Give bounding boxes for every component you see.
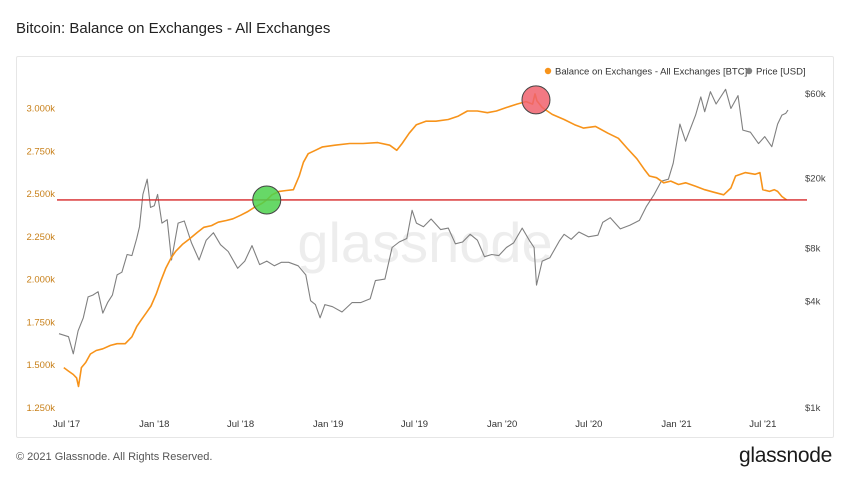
- marker-circle-green: [252, 185, 282, 215]
- glassnode-logo[interactable]: glassnode: [738, 444, 832, 467]
- y-left-tick-label: 1.250k: [26, 403, 55, 414]
- y-left-tick-label: 2.750k: [26, 146, 55, 157]
- y-left-tick-label: 2.250k: [26, 232, 55, 243]
- y-left-tick-label: 2.000k: [26, 275, 55, 286]
- y-left-tick-label: 1.750k: [26, 317, 55, 328]
- y-right-tick-label: $4k: [805, 297, 821, 308]
- x-tick-label: Jul '18: [227, 419, 254, 430]
- chart: glassnode Balance on Exchanges - All Exc…: [26, 67, 825, 431]
- x-tick-label: Jan '18: [139, 419, 169, 430]
- y-right-tick-label: $1k: [805, 403, 821, 414]
- x-tick-label: Jan '21: [661, 419, 691, 430]
- legend-balance-swatch: [544, 67, 552, 75]
- series-layer: [58, 88, 789, 388]
- x-tick-label: Jul '17: [53, 419, 80, 430]
- x-tick-label: Jan '20: [487, 419, 517, 430]
- legend-price-label[interactable]: Price [USD]: [756, 67, 806, 78]
- watermark-layer: glassnode: [297, 211, 552, 274]
- overlay-layer: [57, 85, 807, 215]
- y-right-tick-label: $20k: [805, 173, 826, 184]
- legend: Balance on Exchanges - All Exchanges [BT…: [544, 67, 806, 78]
- price-series-line: [58, 88, 789, 355]
- x-tick-label: Jul '20: [575, 419, 602, 430]
- y-left-tick-label: 2.500k: [26, 189, 55, 200]
- y-left-tick-label: 1.500k: [26, 360, 55, 371]
- y-right-tick-label: $8k: [805, 244, 821, 255]
- copyright-text: © 2021 Glassnode. All Rights Reserved.: [16, 451, 213, 463]
- legend-price-swatch: [745, 67, 753, 75]
- page-title: Bitcoin: Balance on Exchanges - All Exch…: [16, 20, 331, 37]
- x-tick-label: Jul '19: [401, 419, 428, 430]
- y-right-tick-label: $60k: [805, 89, 826, 100]
- marker-circle-red: [521, 85, 551, 115]
- y-left-tick-label: 3.000k: [26, 104, 55, 115]
- x-tick-label: Jul '21: [749, 419, 776, 430]
- legend-balance-label[interactable]: Balance on Exchanges - All Exchanges [BT…: [555, 67, 747, 78]
- balance-series-line: [63, 93, 788, 388]
- chart-frame: glassnode Balance on Exchanges - All Exc…: [16, 56, 834, 438]
- watermark-text: glassnode: [297, 211, 552, 274]
- x-tick-label: Jan '19: [313, 419, 343, 430]
- axes: 1.250k 1.500k 1.750k 2.000k 2.250k 2.500k 2.75…: [26, 89, 825, 430]
